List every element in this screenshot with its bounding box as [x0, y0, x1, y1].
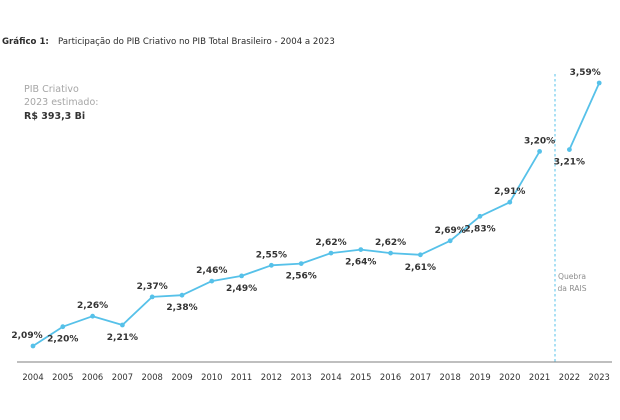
x-tick-2004: 2004	[22, 372, 43, 382]
data-label-2011: 2,49%	[226, 284, 257, 294]
data-point-2007	[120, 322, 125, 328]
data-label-2012: 2,55%	[256, 250, 287, 260]
data-point-2020	[507, 199, 513, 205]
data-label-2018: 2,69%	[435, 226, 466, 236]
data-point-2009	[179, 292, 185, 298]
x-tick-2010: 2010	[201, 372, 222, 382]
break-label-line-1: Quebra	[558, 272, 586, 281]
data-point-2023	[596, 80, 602, 86]
x-tick-2021: 2021	[529, 372, 550, 382]
x-tick-2009: 2009	[171, 372, 192, 382]
x-tick-2006: 2006	[82, 372, 103, 382]
data-label-2013: 2,56%	[286, 272, 317, 282]
series-line-group	[32, 82, 601, 347]
data-label-2006: 2,26%	[77, 301, 108, 311]
data-label-2004: 2,09%	[11, 331, 42, 341]
data-point-2008	[149, 294, 155, 300]
x-tick-2022: 2022	[559, 372, 580, 382]
chart-title: Gráfico 1: Participação do PIB Criativo …	[2, 29, 335, 48]
chart-title-prefix: Gráfico 1:	[2, 37, 49, 47]
data-label-2008: 2,37%	[137, 282, 168, 292]
x-tick-2011: 2011	[231, 372, 252, 382]
data-point-2012	[269, 262, 274, 268]
series-line-segment-2	[568, 82, 601, 150]
data-point-2011	[239, 273, 245, 279]
data-point-2010	[209, 278, 215, 284]
data-point-2016	[388, 250, 393, 256]
break-label-line-2: da RAIS	[557, 284, 586, 293]
data-point-2018	[447, 238, 453, 244]
annotation-line-1: PIB Criativo	[24, 84, 79, 95]
data-point-2019	[477, 213, 483, 219]
data-label-2016: 2,62%	[375, 238, 406, 248]
data-point-2021	[537, 149, 542, 154]
x-tick-2008: 2008	[142, 372, 163, 382]
data-point-2014	[328, 250, 334, 256]
x-tick-2007: 2007	[112, 372, 133, 382]
data-label-2007: 2,21%	[107, 333, 138, 343]
data-point-2017	[418, 252, 423, 258]
x-tick-2023: 2023	[589, 372, 610, 382]
data-label-2017: 2,61%	[405, 263, 436, 273]
data-labels-group: 2,09% 2,20% 2,26% 2,21% 2,37% 2,38% 2,46% 2,49%…	[11, 68, 600, 345]
x-tick-2019: 2019	[469, 372, 490, 382]
series-line-segment-1	[32, 150, 541, 347]
annotation-value: R$ 393,3 Bi	[24, 111, 85, 122]
data-point-2005	[60, 324, 66, 330]
data-point-2013	[298, 261, 304, 266]
x-tick-2015: 2015	[350, 372, 371, 382]
data-label-2021: 3,20%	[524, 136, 555, 146]
x-tick-2013: 2013	[291, 372, 312, 382]
data-label-2023: 3,59%	[570, 68, 601, 78]
data-label-2010: 2,46%	[196, 266, 227, 276]
data-point-2006	[90, 313, 95, 319]
data-label-2022: 3,21%	[554, 158, 585, 168]
data-points-group	[30, 80, 602, 349]
x-tick-2020: 2020	[499, 372, 520, 382]
x-tick-2017: 2017	[410, 372, 431, 382]
data-label-2005: 2,20%	[47, 335, 78, 345]
data-point-2022	[567, 147, 572, 153]
annotation-line-2: 2023 estimado:	[24, 97, 98, 108]
x-tick-2016: 2016	[380, 372, 401, 382]
chart-title-text: Participação do PIB Criativo no PIB Tota…	[58, 37, 335, 47]
data-label-2014: 2,62%	[315, 238, 346, 248]
data-point-2004	[30, 343, 36, 349]
x-tick-2005: 2005	[52, 372, 73, 382]
x-tick-2014: 2014	[320, 372, 341, 382]
x-tick-2012: 2012	[261, 372, 282, 382]
x-tick-labels-group: 2004 2005 2006 2007 2008 2009 2010 2011 2012 2013…	[22, 372, 610, 382]
data-label-2009: 2,38%	[166, 303, 197, 313]
data-label-2015: 2,64%	[345, 258, 376, 268]
data-label-2020: 2,91%	[494, 187, 525, 197]
data-point-2015	[358, 247, 364, 253]
data-label-2019: 2,83%	[464, 224, 495, 234]
x-tick-2018: 2018	[440, 372, 461, 382]
